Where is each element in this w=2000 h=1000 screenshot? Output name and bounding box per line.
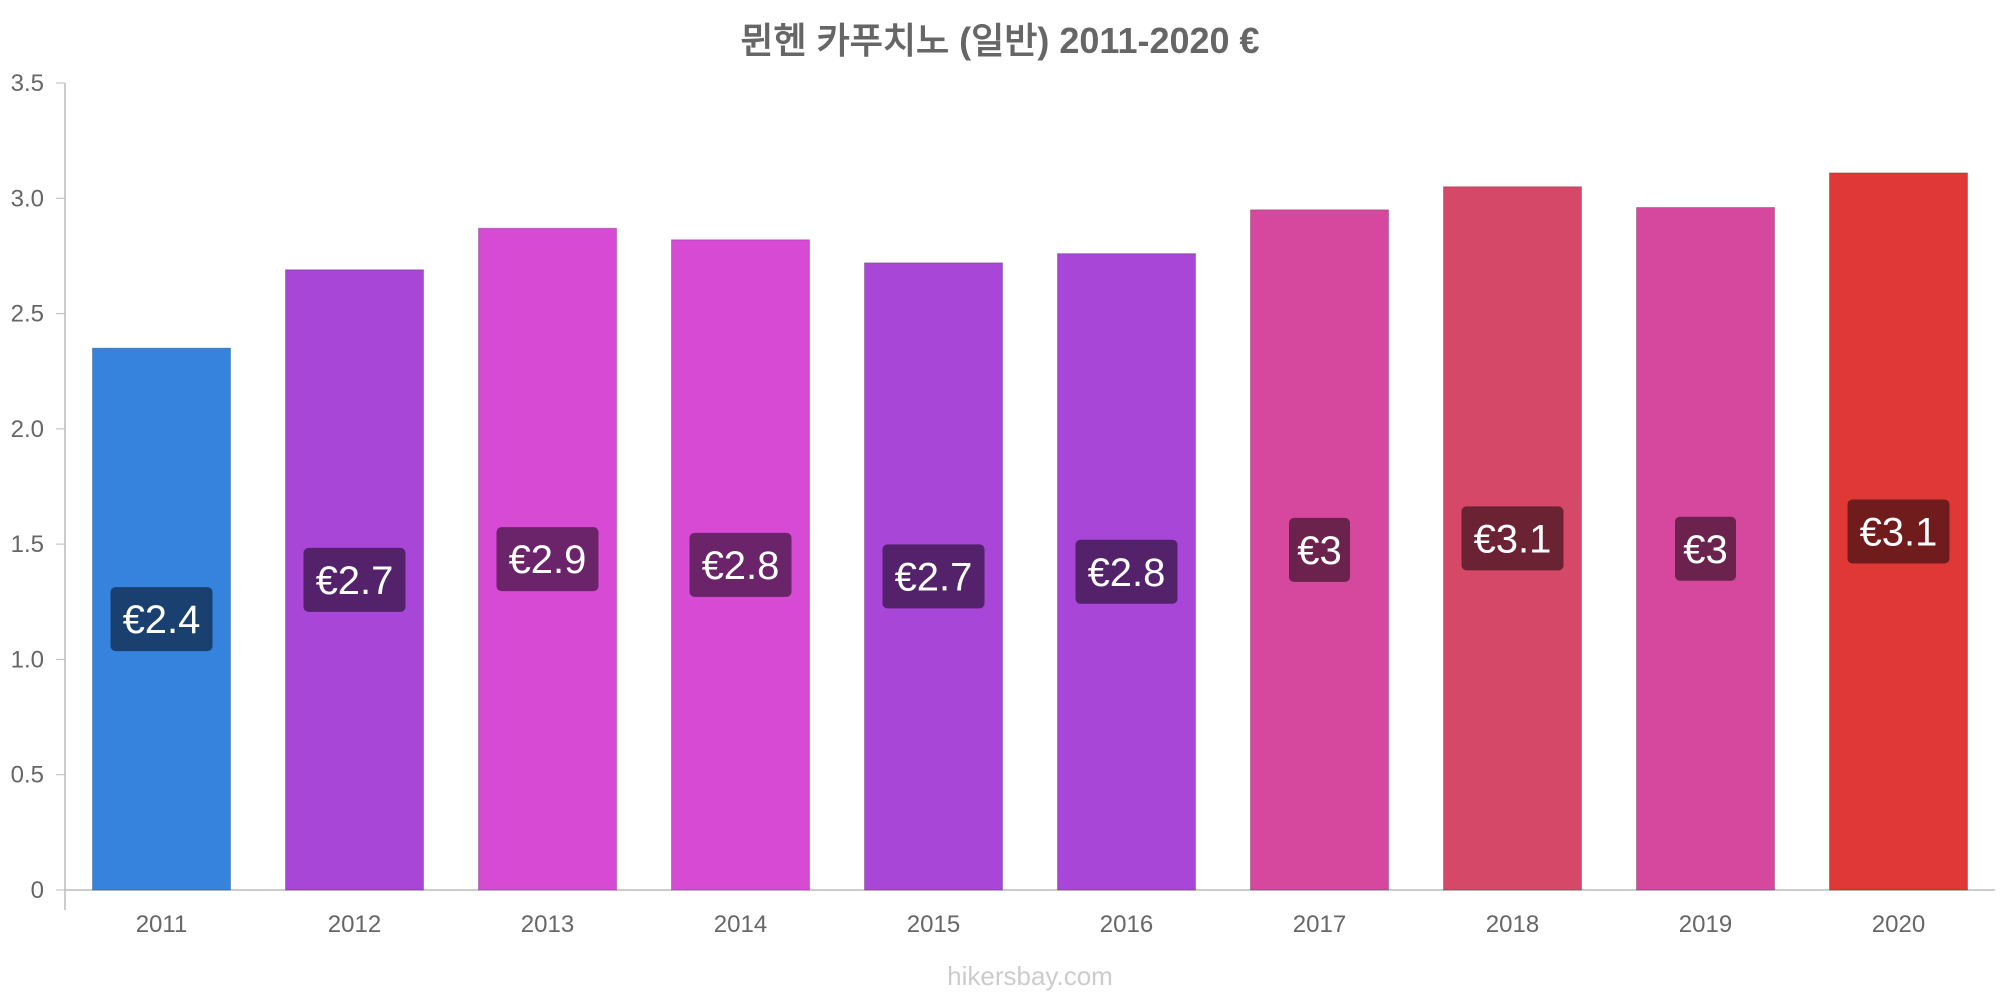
y-tick-label: 3.5 — [11, 70, 44, 97]
data-label: €2.4 — [123, 598, 201, 642]
y-axis-ticks: 0 0.5 1.0 1.5 2.0 2.5 3.0 3.5 — [11, 70, 65, 904]
data-labels: €2.4 €2.7 €2.9 €2.8 €2.7 €2.8 €3 €3.1 €3 €3.1 — [110, 499, 1950, 652]
x-tick-label: 2015 — [907, 911, 960, 938]
x-tick-label: 2011 — [136, 911, 188, 938]
y-tick-label: 0.5 — [11, 762, 44, 789]
data-label: €2.8 — [1088, 551, 1166, 595]
y-tick-label: 2.0 — [11, 416, 44, 443]
data-label-box — [1289, 517, 1350, 582]
chart-title: 뮌헨 카푸치노 (일반) 2011-2020 € — [740, 20, 1259, 61]
data-label-box — [1075, 539, 1178, 604]
data-label-box — [689, 532, 792, 597]
data-label-box — [496, 527, 599, 592]
data-label: €2.8 — [702, 544, 780, 588]
data-label: €2.7 — [895, 555, 973, 599]
y-tick-label: 2.5 — [11, 301, 44, 328]
y-tick-label: 0 — [31, 877, 44, 904]
y-tick-label: 1.0 — [11, 646, 44, 673]
x-tick-label: 2013 — [521, 911, 574, 938]
y-tick-label: 3.0 — [11, 185, 44, 212]
data-label: €3.1 — [1474, 517, 1552, 561]
y-tick-label: 1.5 — [11, 531, 44, 558]
x-tick-label: 2014 — [714, 911, 767, 938]
data-label: €3 — [1297, 529, 1342, 573]
data-label: €2.7 — [316, 559, 394, 603]
data-label-box — [110, 587, 213, 652]
x-tick-label: 2018 — [1486, 911, 1539, 938]
x-tick-label: 2019 — [1679, 911, 1732, 938]
data-label-box — [303, 547, 406, 612]
data-label: €3.1 — [1860, 510, 1938, 554]
data-label: €2.9 — [509, 538, 587, 582]
data-label-box — [1461, 506, 1564, 571]
watermark: hikersbay.com — [947, 961, 1113, 991]
data-label-box — [1675, 516, 1736, 581]
x-tick-label: 2016 — [1100, 911, 1153, 938]
x-tick-label: 2012 — [328, 911, 381, 938]
data-label-box — [1847, 499, 1950, 564]
x-tick-label: 2020 — [1872, 911, 1925, 938]
x-tick-label: 2017 — [1293, 911, 1346, 938]
data-label: €3 — [1683, 528, 1728, 572]
data-label-box — [882, 544, 985, 609]
x-axis-ticks: 2011 2012 2013 2014 2015 2016 2017 2018 2019 2020 — [136, 911, 1926, 938]
